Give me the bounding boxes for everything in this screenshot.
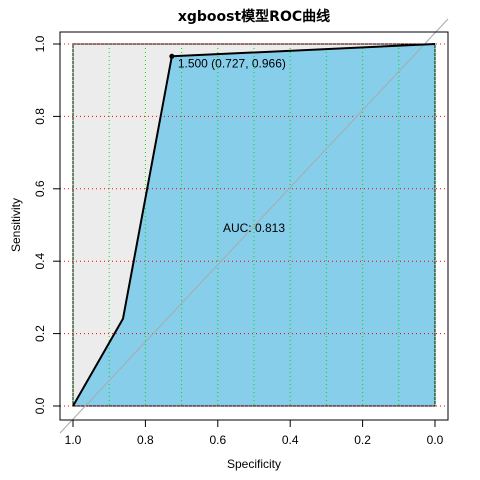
- x-tick-label: 0.2: [354, 433, 371, 447]
- y-tick-label: 0.4: [33, 253, 47, 270]
- auc-label: AUC: 0.813: [223, 221, 285, 235]
- y-tick-label: 0.8: [33, 108, 47, 125]
- best-threshold-point: [169, 53, 175, 59]
- plot-frame: [59, 31, 449, 421]
- roc-curve: [72, 43, 436, 407]
- plot-area: 1.500 (0.727, 0.966) AUC: 0.813 1.0 0.8 0.6 0…: [33, 18, 449, 447]
- y-axis-label: Sensitivity: [9, 198, 23, 252]
- y-tick-label: 0.6: [33, 180, 47, 197]
- chart-title: xgboost模型ROC曲线: [178, 8, 330, 25]
- y-tick-label: 0.2: [33, 325, 47, 342]
- x-tick-label: 0.6: [209, 433, 226, 447]
- y-tick-label: 1.0: [33, 35, 47, 52]
- y-tick-label: 0.0: [33, 397, 47, 414]
- x-tick-label: 0.8: [137, 433, 154, 447]
- x-tick-label: 0.4: [282, 433, 299, 447]
- x-axis-label: Specificity: [227, 457, 281, 471]
- x-tick-label: 0.0: [427, 433, 444, 447]
- diagonal-reference-line: [59, 18, 449, 434]
- best-threshold-label: 1.500 (0.727, 0.966): [178, 56, 286, 70]
- x-tick-label: 1.0: [65, 433, 82, 447]
